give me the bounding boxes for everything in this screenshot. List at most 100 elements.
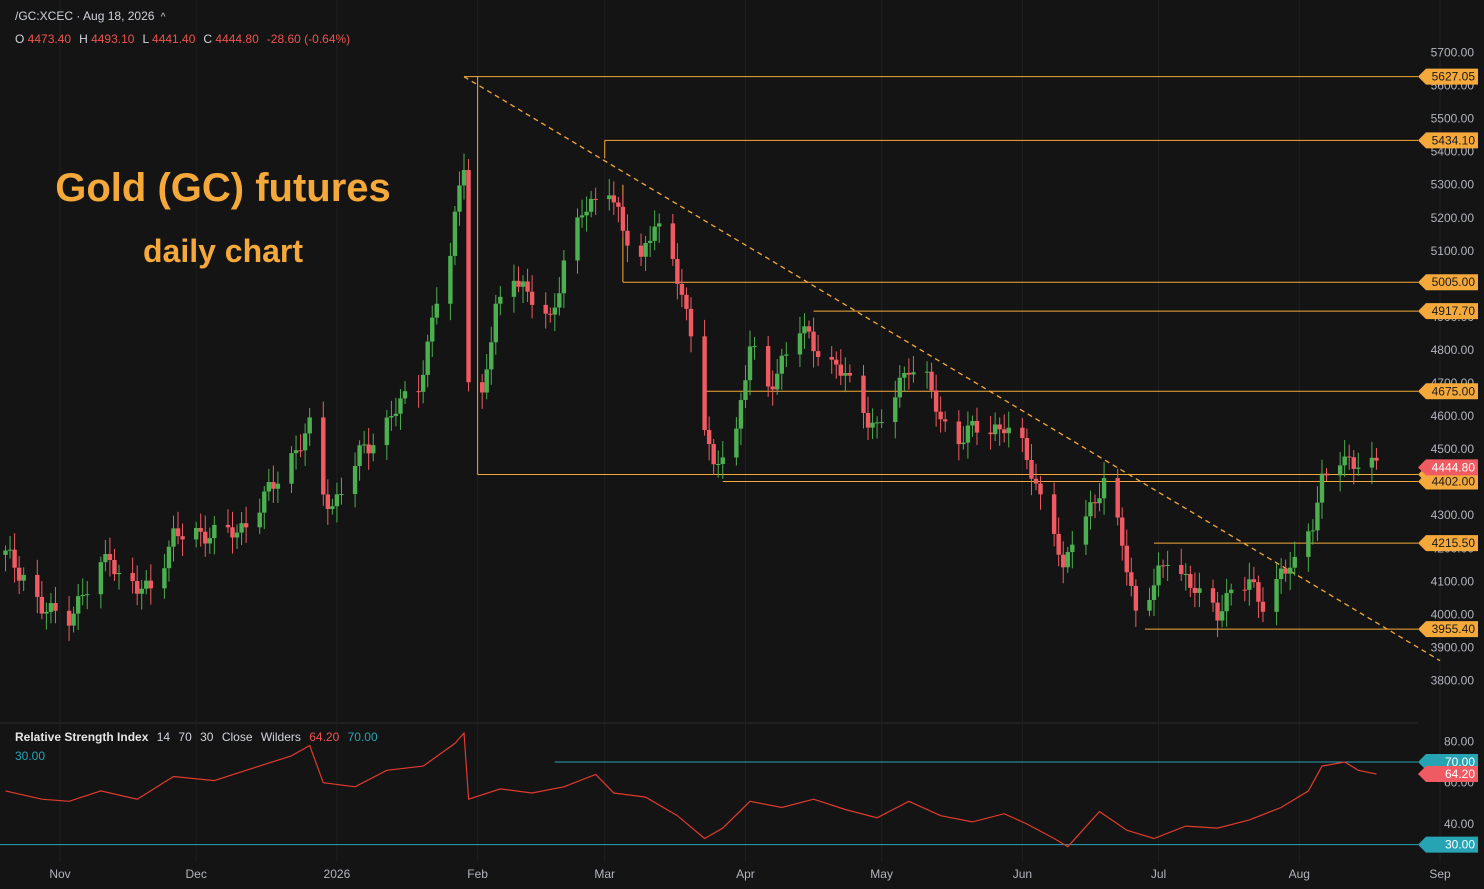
candle-body (929, 371, 934, 391)
level-price-tag-bg (1418, 303, 1478, 320)
ohlc-value: 4444.80 (215, 32, 259, 46)
candle-body (1342, 456, 1347, 466)
rsi-param: Wilders (260, 730, 301, 744)
candle-body (974, 420, 980, 433)
candle-body (85, 594, 90, 596)
candle-body (611, 195, 617, 203)
candle-body (1061, 554, 1066, 568)
candle-body (175, 528, 181, 537)
x-tick-label: Dec (186, 867, 207, 881)
rsi-line (5, 731, 1377, 848)
candle-body (171, 528, 176, 547)
candle-body (198, 527, 203, 532)
level-price-tag-text: 3955.40 (1432, 622, 1476, 636)
candle-body (425, 341, 430, 375)
rsi-last-tag-bg (1418, 765, 1478, 782)
candle-body (239, 523, 244, 533)
candle-body (1101, 478, 1107, 499)
y-tick-label: 3800.00 (1431, 673, 1475, 687)
candle-body (457, 185, 462, 212)
candle-body (3, 550, 8, 555)
candle-body (53, 603, 58, 611)
candle-body (1197, 588, 1202, 593)
candle-body (7, 549, 13, 551)
candle-body (1033, 478, 1039, 484)
candle-body (1156, 565, 1161, 586)
candle-body (71, 613, 76, 626)
candle-body (965, 425, 971, 443)
candle-body (166, 546, 172, 569)
candle-body (75, 596, 81, 614)
candle-body (516, 280, 521, 287)
candle-body (1283, 568, 1288, 574)
candle-body (961, 442, 966, 445)
x-tick-label: Jun (1013, 867, 1032, 881)
candle-body (911, 372, 916, 375)
candle-body (1092, 502, 1098, 504)
candle-body (797, 333, 803, 355)
candle-body (815, 351, 821, 357)
candle-body (1179, 564, 1184, 575)
candle-body (1356, 467, 1361, 469)
candle-body (933, 390, 939, 412)
rsi-name[interactable]: Relative Strength Index (15, 730, 149, 744)
candle-body (1065, 552, 1070, 568)
candle-body (643, 242, 648, 257)
symbol-label[interactable]: /GC:XCEC (15, 9, 74, 23)
candle-body (1120, 517, 1125, 546)
x-tick-label: Nov (49, 867, 70, 881)
collapse-caret-icon[interactable]: ^ (160, 12, 166, 23)
y-tick-label: 5500.00 (1431, 112, 1475, 126)
y-tick-label: 3900.00 (1431, 640, 1475, 654)
candle-body (529, 291, 535, 305)
y-tick-label: 5700.00 (1431, 46, 1475, 60)
candle-body (738, 400, 744, 429)
candle-body (625, 230, 630, 246)
candle-body (289, 453, 294, 484)
candle-body (1219, 611, 1225, 621)
rsi-param: 30 (200, 730, 214, 744)
candle-body (865, 412, 871, 428)
candle-body (398, 398, 403, 414)
rsi-upper: 70.00 (347, 730, 378, 744)
candle-body (811, 331, 816, 352)
candle-body (897, 377, 903, 398)
candle-body (357, 445, 362, 466)
candle-body (430, 317, 435, 342)
level-price-tag-bg (1418, 473, 1478, 490)
candle-body (448, 255, 453, 304)
candle-body (98, 562, 104, 595)
candle-body (1274, 579, 1279, 612)
candle-body (1029, 460, 1034, 479)
x-tick-label: Aug (1289, 867, 1310, 881)
candle-body (620, 206, 626, 231)
candle-body (230, 527, 235, 538)
candle-body (461, 170, 467, 186)
candle-body (511, 280, 517, 297)
y-tick-label: 4600.00 (1431, 409, 1475, 423)
symbol-header: /GC:XCEC · Aug 18, 2026 ^ (15, 9, 165, 23)
candle-body (489, 342, 494, 370)
level-price-tag-text: 4402.00 (1432, 475, 1476, 489)
candle-body (180, 536, 185, 540)
y-tick-label: 5200.00 (1431, 211, 1475, 225)
candle-body (366, 444, 371, 454)
candle-body (1210, 588, 1216, 603)
candle-body (1242, 589, 1248, 591)
change-value: -28.60 (-0.64%) (266, 32, 351, 46)
candle-body (1287, 567, 1293, 574)
candle-body (266, 482, 272, 492)
candle-body (234, 532, 240, 538)
last-price-tag: 4444.80 (1418, 459, 1478, 476)
candle-body (44, 611, 49, 614)
candle-body (293, 450, 299, 454)
level-price-tag: 4675.00 (1418, 383, 1478, 400)
date-label: Aug 18, 2026 (83, 9, 155, 23)
candle-body (1070, 544, 1075, 553)
candle-body (112, 559, 117, 575)
candle-body (1251, 579, 1257, 583)
candle-body (584, 211, 589, 216)
candle-body (1306, 531, 1311, 557)
candle-body (548, 313, 553, 315)
candle-body (1319, 473, 1325, 503)
